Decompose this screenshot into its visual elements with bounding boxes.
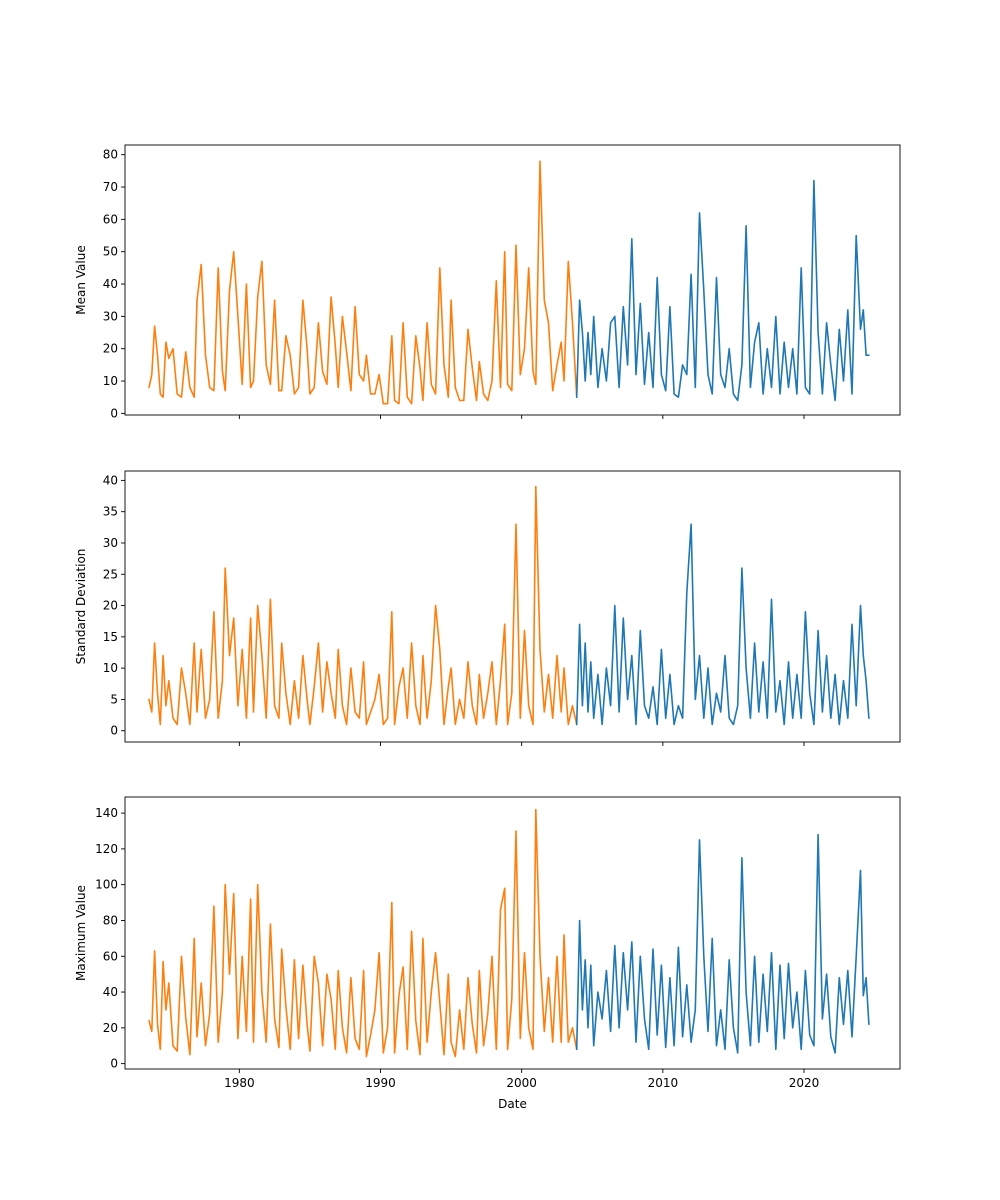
series-line-orange	[148, 160, 578, 405]
y-tick-label: 30	[103, 309, 118, 323]
x-tick-label: 2000	[506, 1076, 537, 1090]
y-tick-label: 60	[103, 949, 118, 963]
y-tick-label: 20	[103, 599, 118, 613]
series-line-blue	[575, 179, 870, 402]
series-line-blue	[575, 523, 870, 726]
y-tick-label: 80	[103, 148, 118, 162]
series-line-blue	[575, 833, 870, 1054]
x-tick-label: 2010	[648, 1076, 679, 1090]
y-axis-label: Standard Deviation	[74, 549, 88, 665]
x-tick-label: 1980	[224, 1076, 255, 1090]
y-tick-label: 40	[103, 277, 118, 291]
y-tick-label: 0	[110, 724, 118, 738]
x-tick-label: 2020	[789, 1076, 820, 1090]
y-tick-label: 15	[103, 630, 118, 644]
y-tick-label: 100	[95, 878, 118, 892]
y-tick-label: 35	[103, 505, 118, 519]
standard-deviation-panel: 0 5 10 15 20 25 30 35 40 Standard Deviation	[74, 470, 901, 746]
y-tick-label: 120	[95, 842, 118, 856]
y-tick-label: 80	[103, 913, 118, 927]
y-axis-label: Mean Value	[74, 245, 88, 314]
y-tick-label: 10	[103, 661, 118, 675]
series-line-orange	[148, 485, 578, 726]
x-tick-label: 1990	[365, 1076, 396, 1090]
mean-value-panel: 0 10 20 30 40 50 60 70 80 Mean Value	[74, 144, 901, 420]
maximum-value-panel: 0 20 40 60 80 100 120 140 1980 1990 2000 2010 2020 Ma…	[74, 796, 901, 1111]
series-line-orange	[148, 808, 578, 1058]
y-tick-label: 40	[103, 473, 118, 487]
axes-frame	[124, 144, 901, 416]
y-tick-label: 25	[103, 567, 118, 581]
y-tick-label: 140	[95, 806, 118, 820]
y-tick-label: 70	[103, 180, 118, 194]
y-tick-label: 50	[103, 245, 118, 259]
y-tick-label: 40	[103, 985, 118, 999]
axes-frame	[124, 470, 901, 743]
y-tick-label: 0	[110, 1057, 118, 1071]
y-axis-label: Maximum Value	[74, 885, 88, 981]
y-tick-label: 5	[110, 692, 118, 706]
y-tick-label: 10	[103, 374, 118, 388]
y-tick-label: 0	[110, 406, 118, 420]
y-tick-label: 20	[103, 342, 118, 356]
axes-frame	[124, 796, 901, 1070]
y-tick-label: 20	[103, 1021, 118, 1035]
y-tick-label: 30	[103, 536, 118, 550]
x-axis-label: Date	[498, 1097, 527, 1111]
y-tick-label: 60	[103, 212, 118, 226]
